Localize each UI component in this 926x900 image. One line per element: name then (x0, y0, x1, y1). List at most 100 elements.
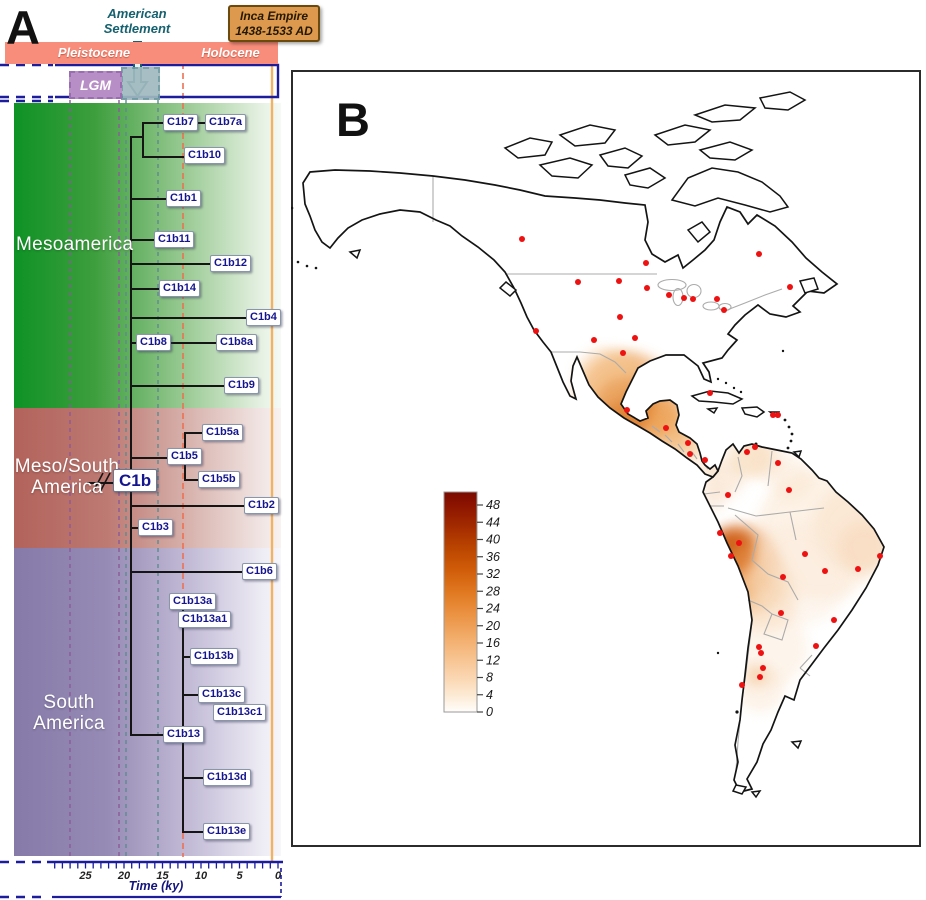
haplogroup-label-c1b5b: C1b5b (198, 471, 240, 488)
region-label-mesoamerica: Mesoamerica (16, 234, 134, 255)
sample-dot (575, 279, 581, 285)
legend-tick-label: 16 (486, 636, 500, 650)
haplogroup-label-c1b12: C1b12 (210, 255, 252, 272)
haplogroup-label-c1b2: C1b2 (244, 497, 279, 514)
sample-dot (775, 460, 781, 466)
panel-a-label: A (6, 1, 40, 54)
sample-dot (775, 412, 781, 418)
sample-dot (632, 335, 638, 341)
haplogroup-label-c1b9: C1b9 (224, 377, 259, 394)
legend-tick-label: 12 (486, 653, 500, 667)
heatmap-hotspot (747, 666, 767, 686)
legend-tick-label: 24 (485, 602, 500, 616)
region-label-south-america: South America (33, 692, 105, 734)
american-settlement-label: American Settlement (103, 6, 171, 36)
sample-dot (617, 314, 623, 320)
haplogroup-label-c1b11: C1b11 (154, 231, 195, 248)
sample-dot (831, 617, 837, 623)
islands (348, 91, 819, 799)
pleistocene-label: Pleistocene (57, 45, 131, 60)
legend-colorbar (443, 491, 478, 713)
haplogroup-label-c1b5: C1b5 (167, 448, 202, 465)
sample-dot (666, 292, 672, 298)
sample-dot (752, 444, 758, 450)
haplogroup-label-c1b7: C1b7 (163, 114, 198, 131)
sample-dot (770, 412, 776, 418)
legend-tick-label: 48 (486, 498, 500, 512)
sample-dot (725, 492, 731, 498)
heatmap-hotspot (838, 522, 884, 574)
sample-location-dots (519, 236, 883, 688)
haplogroup-label-c1b13e: C1b13e (203, 823, 251, 840)
sample-dot (736, 540, 742, 546)
haplogroup-label-c1b8: C1b8 (136, 334, 171, 351)
haplogroup-label-c1b5a: C1b5a (202, 424, 244, 441)
legend-tick-label: 8 (486, 671, 493, 685)
sample-dot (533, 328, 539, 334)
sample-dot (624, 407, 630, 413)
sample-dot (702, 457, 708, 463)
legend-tick-label: 40 (486, 533, 500, 547)
panel-b-label: B (336, 93, 370, 146)
sample-dot (822, 568, 828, 574)
sample-dot (644, 285, 650, 291)
holocene-label: Holocene (201, 45, 260, 60)
sample-dot (758, 650, 764, 656)
sample-dot (643, 260, 649, 266)
epoch-bar: Pleistocene Holocene (5, 42, 278, 64)
haplogroup-label-c1b13a1: C1b13a1 (178, 611, 232, 628)
haplogroup-label-c1b13: C1b13 (163, 726, 205, 743)
sample-dot (687, 451, 693, 457)
region-label-meso-south-america: Meso/South America (14, 456, 120, 498)
legend-tick-label: 4 (486, 688, 493, 702)
legend-tick-label: 32 (486, 567, 500, 581)
sample-dot (760, 665, 766, 671)
sample-dot (786, 487, 792, 493)
sample-dot (780, 574, 786, 580)
haplogroup-label-c1b13c: C1b13c (198, 686, 246, 703)
haplogroup-label-c1b1: C1b1 (166, 190, 201, 207)
sample-dot (802, 551, 808, 557)
sample-dot (519, 236, 525, 242)
axis-tick-label: 5 (236, 870, 243, 882)
minor-islands (291, 206, 794, 714)
haplogroup-label-c1b3: C1b3 (138, 519, 173, 536)
sample-dot (757, 674, 763, 680)
haplogroup-label-c1b14: C1b14 (159, 280, 201, 297)
american-settlement-interval-box (121, 67, 160, 100)
heatmap-hotspot (750, 525, 850, 625)
haplogroup-label-c1b10: C1b10 (184, 147, 226, 164)
sample-dot (685, 440, 691, 446)
sample-dot (591, 337, 597, 343)
sample-dot (681, 295, 687, 301)
sample-dot (721, 307, 727, 313)
sample-dot (728, 553, 734, 559)
inca-empire-badge: Inca Empire 1438-1533 AD (228, 5, 320, 42)
sample-dot (787, 284, 793, 290)
axis-tick-label: 25 (78, 870, 92, 882)
sample-dot (616, 278, 622, 284)
sample-dot (714, 296, 720, 302)
sample-dot (663, 425, 669, 431)
sample-dot (690, 296, 696, 302)
legend-tick-label: 44 (486, 515, 500, 529)
legend-tick-label: 20 (485, 619, 500, 633)
haplogroup-label-c1b13b: C1b13b (190, 648, 238, 665)
sample-dot (813, 643, 819, 649)
haplogroup-label-c1b4: C1b4 (246, 309, 281, 326)
sample-dot (855, 566, 861, 572)
sample-dot (620, 350, 626, 356)
legend-tick-label: 0 (486, 705, 493, 719)
haplogroup-label-c1b: C1b (113, 469, 158, 492)
sample-dot (744, 449, 750, 455)
haplogroup-label-c1b7a: C1b7a (205, 114, 247, 131)
sample-dot (717, 530, 723, 536)
haplogroup-label-c1b8a: C1b8a (216, 334, 258, 351)
sample-dot (877, 553, 883, 559)
lgm-interval-box: LGM (69, 71, 122, 99)
haplogroup-label-c1b6: C1b6 (242, 563, 277, 580)
heatmap-hotspot (698, 484, 726, 512)
